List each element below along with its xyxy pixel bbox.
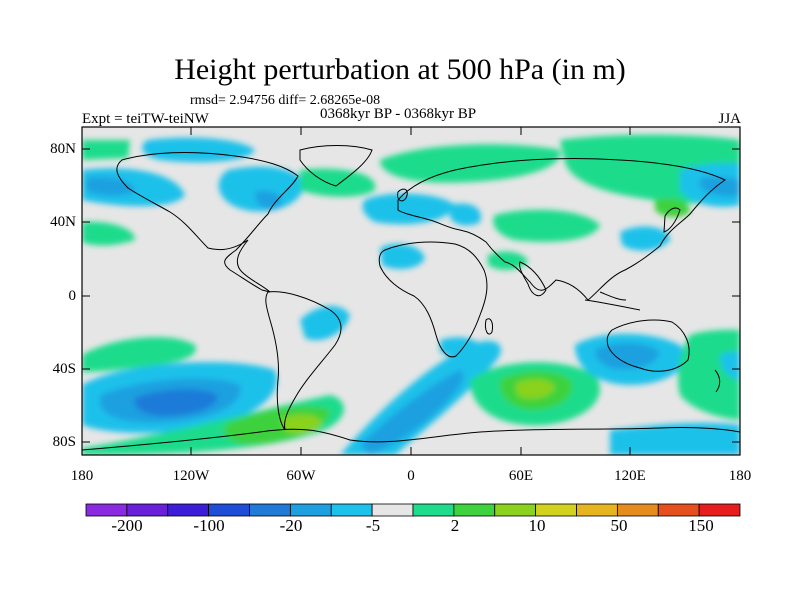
colorbar-swatch [249,503,291,517]
contour-pos-north-3 [300,168,376,197]
contour-neg-south-3b [360,370,464,455]
lon-label: 0 [407,468,415,484]
contour-neg-south-4 [300,305,350,341]
experiment-label: Expt = teiTW-teiNW [82,111,209,127]
contour-pos-south-2c [282,414,322,434]
contour-neg-south-5 [440,337,482,357]
coast-australia [606,319,690,372]
colorbar-label: -5 [365,516,381,535]
contour-pos-north-2 [82,221,135,246]
colorbar-swatch [535,503,577,517]
colorbar [85,503,741,517]
colorbar-swatch [576,503,618,517]
colorbar-label: -100 [193,516,225,535]
lat-label: 80N [50,141,76,157]
colorbar-swatch [371,503,414,517]
contour-neg-south-1c [134,389,218,416]
coast-eurasia [397,157,727,301]
coastlines [82,145,740,451]
lat-label: 40S [52,361,76,377]
colorbar-swatch [453,503,496,517]
lat-label: 0 [68,288,77,304]
coast-north-america [116,152,299,293]
coast-new-zealand [714,369,721,393]
coast-antarctica [82,426,740,451]
colorbar-swatch [616,503,659,517]
contour-pos-south-6c [515,379,555,399]
coast-uk [397,188,408,202]
colorbar-swatch [85,503,128,517]
colorbar-label: -20 [279,516,303,535]
colorbar-label: 2 [450,516,460,535]
contour-pos-north-4 [380,144,561,183]
stats-line: rmsd= 2.94756 diff= 2.68265e-08 [190,93,381,108]
coast-south-america [265,291,342,431]
season-label: JJA [718,111,741,127]
colorbar-swatch [208,503,250,517]
contour-neg-south-7b [594,342,660,370]
map-title: Height perturbation at 500 hPa (in m) [174,53,626,86]
colorbar-swatch [494,503,537,517]
coast-greenland [299,145,373,187]
contour-neg-south-8 [610,422,740,455]
coast-madagascar [485,318,493,335]
colorbar-swatch [330,503,373,517]
coast-indonesia [584,291,641,311]
colorbar-label: 10 [528,516,546,535]
contour-neg-north-6 [380,243,425,270]
contour-pos-south-1 [82,337,196,372]
lat-label: 80S [52,434,76,450]
lon-label: 120E [614,468,646,484]
colorbar-swatch [167,503,210,517]
axis-ticks [82,127,740,455]
lon-label: 180 [70,468,94,484]
contour-pos-north-5 [493,209,600,242]
colorbar-label: -200 [111,516,143,535]
coast-africa [378,241,488,358]
colorbar-swatch [126,503,169,517]
contour-fields [82,134,740,455]
lat-label: 40N [50,214,76,230]
coast-japan [663,207,681,233]
colorbar-label: 50 [610,516,628,535]
colorbar-swatch [412,503,455,517]
period-label: 0368kyr BP - 0368kyr BP [320,106,477,122]
contour-neg-north-1 [142,137,255,163]
lon-label: 60E [508,468,534,484]
contour-neg-north-5 [450,203,481,226]
colorbar-swatch [289,503,332,517]
contour-pos-south-9 [678,329,740,420]
contour-pos-north-7b [655,198,690,218]
contour-pos-north-1 [82,140,130,160]
lon-label: 180 [728,468,752,484]
colorbar-swatch [698,503,741,517]
lon-label: 120W [172,468,210,484]
coast-india [519,261,547,297]
contour-neg-north-3 [218,166,305,212]
contour-neg-north-4 [362,193,455,225]
contour-neg-south-9 [720,351,740,380]
colorbar-label: 150 [688,516,714,535]
contour-neg-north-8 [620,226,670,251]
lon-label: 60W [286,468,316,484]
colorbar-swatch [657,503,700,517]
